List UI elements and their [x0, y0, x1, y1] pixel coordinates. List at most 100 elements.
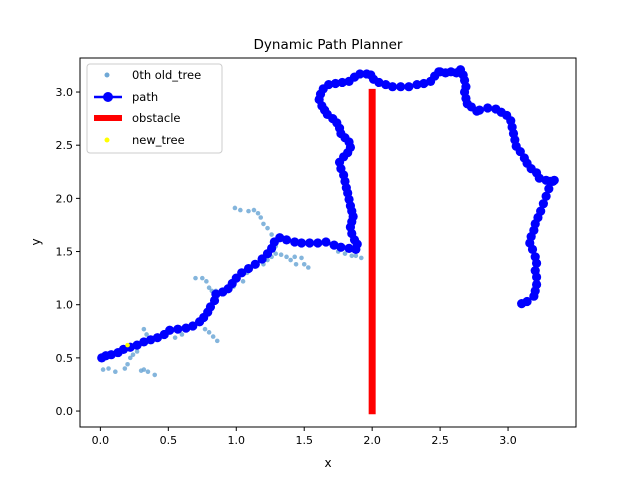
path-point: [536, 206, 546, 216]
old-tree-point: [200, 275, 205, 281]
path-point: [296, 238, 307, 248]
path-point: [530, 266, 540, 276]
old-tree-point: [193, 275, 198, 281]
old-tree-point: [206, 330, 212, 335]
legend-label-old-tree: 0th old_tree: [132, 68, 201, 82]
old-tree-point: [204, 279, 209, 284]
path-point: [412, 79, 422, 90]
old-tree-point: [206, 285, 212, 290]
y-tick-label: 2.0: [56, 192, 74, 205]
path-point: [548, 176, 558, 186]
path-point: [344, 76, 354, 86]
y-tick-label: 2.5: [56, 139, 74, 152]
legend-label-obstacle: obstacle: [132, 111, 180, 125]
old-tree-point: [152, 372, 158, 378]
old-tree-point: [293, 261, 299, 267]
y-tick-label: 0.5: [56, 352, 74, 365]
path-point: [351, 244, 361, 255]
path-point: [290, 237, 300, 247]
old-tree-point: [210, 334, 216, 339]
path-point: [250, 259, 260, 269]
path-point: [337, 77, 347, 88]
legend-marker-old-tree: [104, 72, 110, 78]
path-point: [173, 324, 183, 334]
path-point: [257, 254, 267, 264]
old-tree-point: [106, 366, 111, 371]
old-tree-point: [255, 210, 261, 216]
y-axis-label: y: [29, 238, 43, 245]
old-tree-point: [145, 369, 151, 375]
old-tree-point: [232, 205, 238, 211]
new-tree-point: [125, 342, 130, 348]
path-point: [396, 82, 406, 92]
path-point: [538, 199, 548, 209]
x-tick-label: 0.5: [160, 434, 178, 447]
old-tree-point: [122, 366, 128, 371]
legend-marker-path: [103, 92, 113, 102]
old-tree-point: [349, 253, 355, 259]
legend-label-path: path: [132, 90, 158, 104]
old-tree-point: [125, 361, 130, 367]
path-point: [404, 82, 414, 92]
plot-frame: [79, 57, 577, 428]
old-tree-point: [144, 332, 149, 337]
path-point: [344, 243, 354, 253]
legend: 0th old_tree path obstacle new_tree: [86, 63, 223, 154]
path-series: [97, 65, 559, 363]
y-tick-label: 1.0: [56, 299, 74, 312]
old-tree-point: [269, 232, 274, 237]
x-tick-label: 1.5: [295, 434, 313, 447]
path-point: [97, 353, 107, 363]
y-tick-label: 3.0: [56, 86, 74, 99]
old-tree-point: [246, 208, 251, 214]
x-tick-label: 2.5: [431, 434, 449, 447]
x-tick-label: 1.0: [228, 434, 246, 447]
old-tree-point: [251, 207, 257, 213]
old-tree-point: [301, 261, 307, 267]
chart-title: Dynamic Path Planner: [254, 37, 403, 53]
path-point: [491, 104, 501, 114]
old-tree-point: [172, 335, 178, 340]
old-tree-point: [141, 326, 147, 332]
path-point: [541, 191, 551, 201]
old-tree-point: [100, 367, 106, 372]
path-point: [305, 238, 315, 248]
old-tree-point: [130, 352, 136, 357]
x-ticks: 0.0 0.5 1.0 1.5 2.0 2.5 3.0: [92, 427, 517, 447]
path-point: [329, 240, 339, 250]
y-ticks: 0.0 0.5 1.0 1.5 2.0 2.5 3.0: [56, 86, 80, 418]
path-point: [330, 78, 341, 89]
old-tree-point: [353, 253, 359, 259]
path-point: [243, 263, 254, 274]
old-tree-point: [240, 279, 246, 284]
legend-label-new-tree: new_tree: [132, 133, 185, 147]
legend-marker-new-tree: [104, 137, 110, 143]
old-tree-point: [179, 332, 185, 337]
old-tree-point: [202, 326, 208, 332]
path-point: [362, 69, 372, 79]
x-tick-label: 2.0: [363, 434, 381, 447]
path-point: [531, 279, 542, 290]
old-tree-point: [214, 338, 220, 344]
old-tree-point: [141, 367, 147, 372]
path-point: [419, 78, 429, 89]
path-point: [313, 238, 323, 248]
y-tick-label: 0.0: [56, 405, 74, 418]
old-tree-point: [305, 265, 311, 270]
old-tree-point: [261, 221, 266, 227]
x-axis-label: x: [324, 456, 331, 470]
old-tree-point: [299, 255, 304, 261]
old-tree-point: [265, 225, 270, 231]
old-tree-point: [258, 215, 264, 220]
old-tree-point: [358, 255, 364, 261]
old-tree-point: [113, 369, 118, 375]
old-tree-points: [100, 205, 364, 378]
path-point: [483, 103, 493, 113]
path-point: [522, 296, 532, 307]
old-tree-point: [238, 207, 243, 213]
old-tree-point: [134, 349, 140, 354]
old-tree-point: [342, 251, 348, 256]
path-point: [544, 184, 554, 194]
x-tick-label: 3.0: [499, 434, 517, 447]
